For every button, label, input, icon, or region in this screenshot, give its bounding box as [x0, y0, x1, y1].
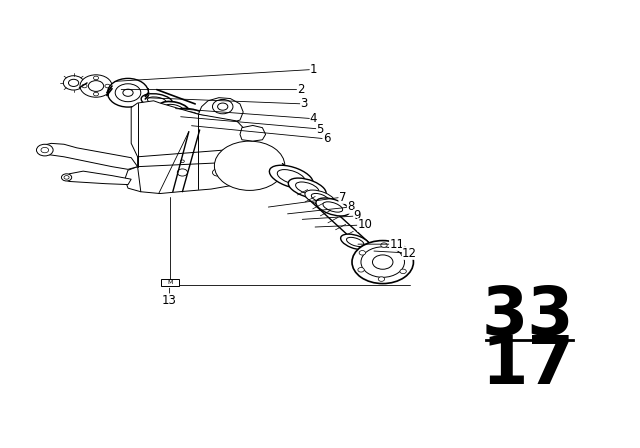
Ellipse shape — [311, 194, 329, 202]
Text: M: M — [168, 280, 173, 285]
Ellipse shape — [296, 182, 319, 194]
Ellipse shape — [159, 101, 189, 116]
Circle shape — [381, 243, 387, 247]
Circle shape — [218, 103, 228, 110]
Ellipse shape — [277, 170, 305, 184]
Ellipse shape — [346, 237, 364, 246]
Ellipse shape — [174, 108, 210, 126]
Text: 1: 1 — [310, 63, 317, 76]
Circle shape — [88, 81, 104, 91]
Circle shape — [359, 250, 365, 255]
Circle shape — [400, 269, 406, 274]
Text: 8: 8 — [347, 200, 355, 214]
Polygon shape — [64, 171, 131, 185]
Ellipse shape — [165, 104, 183, 112]
Text: 10: 10 — [357, 218, 372, 232]
Circle shape — [68, 79, 79, 86]
Text: 33: 33 — [482, 283, 574, 349]
Text: 3: 3 — [300, 97, 308, 111]
Circle shape — [378, 277, 385, 281]
Circle shape — [401, 252, 408, 257]
Ellipse shape — [359, 246, 381, 258]
Circle shape — [82, 84, 87, 88]
Text: 9: 9 — [353, 209, 361, 223]
Text: 6: 6 — [323, 132, 330, 146]
Polygon shape — [38, 143, 138, 169]
Circle shape — [123, 89, 133, 96]
Text: 4: 4 — [310, 112, 317, 125]
Circle shape — [229, 151, 270, 180]
Circle shape — [212, 169, 223, 176]
Circle shape — [93, 76, 99, 80]
Circle shape — [105, 84, 110, 88]
Circle shape — [80, 75, 112, 97]
Circle shape — [372, 255, 393, 269]
Ellipse shape — [316, 198, 349, 216]
Ellipse shape — [340, 234, 370, 250]
Text: 11: 11 — [389, 237, 404, 251]
Circle shape — [93, 92, 99, 96]
Text: 7: 7 — [339, 190, 346, 204]
Circle shape — [214, 141, 285, 190]
Polygon shape — [198, 98, 243, 121]
Ellipse shape — [269, 165, 313, 189]
Circle shape — [115, 84, 141, 102]
Circle shape — [352, 241, 413, 284]
Circle shape — [108, 78, 148, 107]
Circle shape — [361, 247, 404, 277]
Circle shape — [212, 99, 233, 114]
Ellipse shape — [288, 178, 326, 198]
Circle shape — [177, 169, 188, 176]
Polygon shape — [125, 101, 253, 194]
Text: 12: 12 — [402, 246, 417, 260]
Ellipse shape — [305, 190, 335, 206]
Ellipse shape — [323, 202, 342, 212]
Circle shape — [41, 147, 49, 153]
Circle shape — [64, 176, 69, 179]
Ellipse shape — [141, 94, 172, 108]
Text: 2: 2 — [297, 83, 305, 96]
Text: 13: 13 — [162, 293, 177, 307]
Ellipse shape — [180, 112, 204, 123]
Circle shape — [358, 267, 364, 272]
Circle shape — [219, 144, 280, 187]
Circle shape — [61, 174, 72, 181]
Circle shape — [180, 160, 184, 163]
Polygon shape — [240, 125, 266, 141]
Text: 17: 17 — [481, 332, 575, 398]
Ellipse shape — [147, 97, 166, 105]
Circle shape — [63, 76, 84, 90]
Circle shape — [36, 144, 53, 156]
Text: 5: 5 — [316, 122, 324, 136]
FancyBboxPatch shape — [161, 279, 179, 286]
